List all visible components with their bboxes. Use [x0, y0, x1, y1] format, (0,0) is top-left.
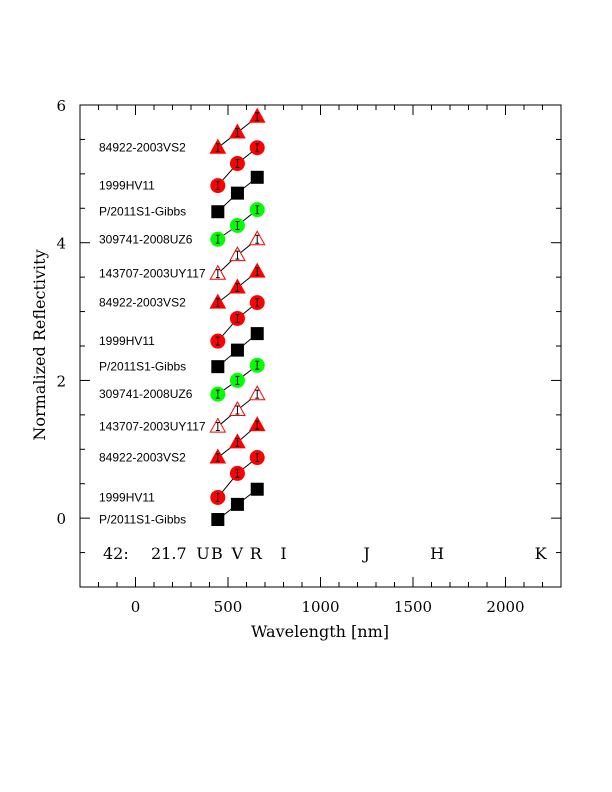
data-series	[209, 107, 266, 527]
band-label-u: U	[196, 544, 209, 563]
series-label: P/2011S1-Gibbs	[99, 205, 186, 219]
band-label-b: B	[211, 544, 223, 563]
axis-ticks: 0 500 1000 1500 2000 0 2 4 6	[56, 97, 561, 616]
series-label: 309741-2008UZ6	[99, 387, 193, 401]
band-label-r: R	[250, 544, 263, 563]
band-label-h: H	[430, 544, 444, 563]
y-tick-label: 6	[56, 97, 66, 115]
band-label-v: V	[230, 544, 243, 563]
y-tick-label: 2	[56, 372, 66, 390]
series-label: 84922-2003VS2	[99, 296, 186, 310]
series-label: 1999HV11	[99, 490, 155, 504]
series-group	[211, 327, 264, 374]
object-value-label: 21.7	[151, 544, 187, 563]
series-group	[209, 416, 266, 464]
series-group	[209, 107, 266, 154]
x-tick-label: 1000	[301, 598, 339, 616]
series-group	[209, 230, 266, 280]
series-label: 84922-2003VS2	[99, 141, 186, 155]
series-group	[210, 450, 265, 505]
series-group	[209, 385, 266, 433]
series-group	[210, 357, 265, 402]
series-label: 143707-2003UY117	[99, 267, 206, 281]
series-label: 1999HV11	[99, 179, 155, 193]
band-label-j: J	[362, 544, 370, 563]
series-label: 143707-2003UY117	[99, 420, 206, 434]
object-id-label: 42:	[103, 544, 129, 563]
series-label: 84922-2003VS2	[99, 451, 186, 465]
y-tick-label: 4	[56, 235, 66, 253]
y-tick-label: 0	[56, 510, 66, 528]
series-label: 309741-2008UZ6	[99, 232, 193, 246]
series-labels: P/2011S1-Gibbs 1999HV11 84922-2003VS2 14370…	[99, 141, 206, 527]
series-label: P/2011S1-Gibbs	[99, 513, 186, 527]
x-tick-label: 500	[214, 598, 243, 616]
series-group	[210, 140, 265, 194]
series-label: 1999HV11	[99, 334, 155, 348]
band-label-k: K	[535, 544, 548, 563]
x-tick-label: 0	[131, 598, 141, 616]
y-axis-title: Normalized Reflectivity	[30, 249, 49, 440]
series-group	[211, 170, 264, 219]
series-group	[210, 295, 265, 349]
series-group	[209, 262, 266, 309]
band-label-i: I	[280, 544, 286, 563]
x-tick-label: 1500	[394, 598, 432, 616]
series-label: P/2011S1-Gibbs	[99, 360, 186, 374]
x-axis-title: Wavelength [nm]	[251, 622, 389, 641]
series-group	[210, 202, 265, 247]
series-group	[211, 482, 264, 527]
x-tick-label: 2000	[486, 598, 524, 616]
